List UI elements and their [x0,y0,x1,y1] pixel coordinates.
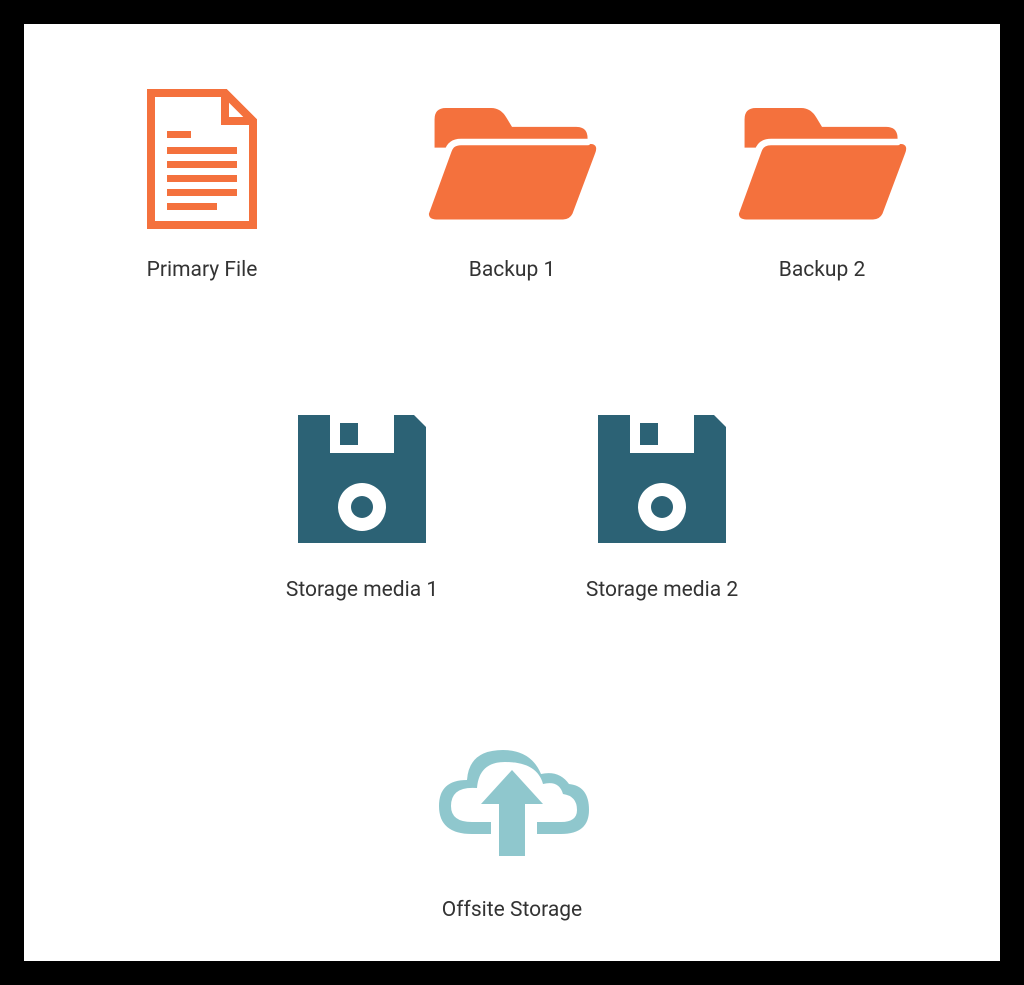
cloud-upload-icon [427,724,597,874]
storage-media-2-label: Storage media 2 [586,578,738,602]
primary-file-cell: Primary File [102,84,302,282]
diagram-canvas: Primary File Backup 1 [24,24,1000,961]
row-2: Storage media 1 Storage media 2 [24,404,1000,602]
storage-media-1-label: Storage media 1 [286,578,438,602]
backup-1-label: Backup 1 [469,258,556,282]
floppy-disk-icon [577,404,747,554]
file-document-icon [117,84,287,234]
offsite-storage-cell: Offsite Storage [412,724,612,922]
backup-2-label: Backup 2 [779,258,866,282]
folder-open-icon [427,84,597,234]
primary-file-label: Primary File [147,258,258,282]
floppy-disk-icon [277,404,447,554]
backup-1-cell: Backup 1 [412,84,612,282]
backup-2-cell: Backup 2 [722,84,922,282]
row-3: Offsite Storage [24,724,1000,922]
folder-open-icon [737,84,907,234]
storage-media-1-cell: Storage media 1 [262,404,462,602]
offsite-storage-label: Offsite Storage [442,898,582,922]
storage-media-2-cell: Storage media 2 [562,404,762,602]
row-1: Primary File Backup 1 [24,84,1000,282]
